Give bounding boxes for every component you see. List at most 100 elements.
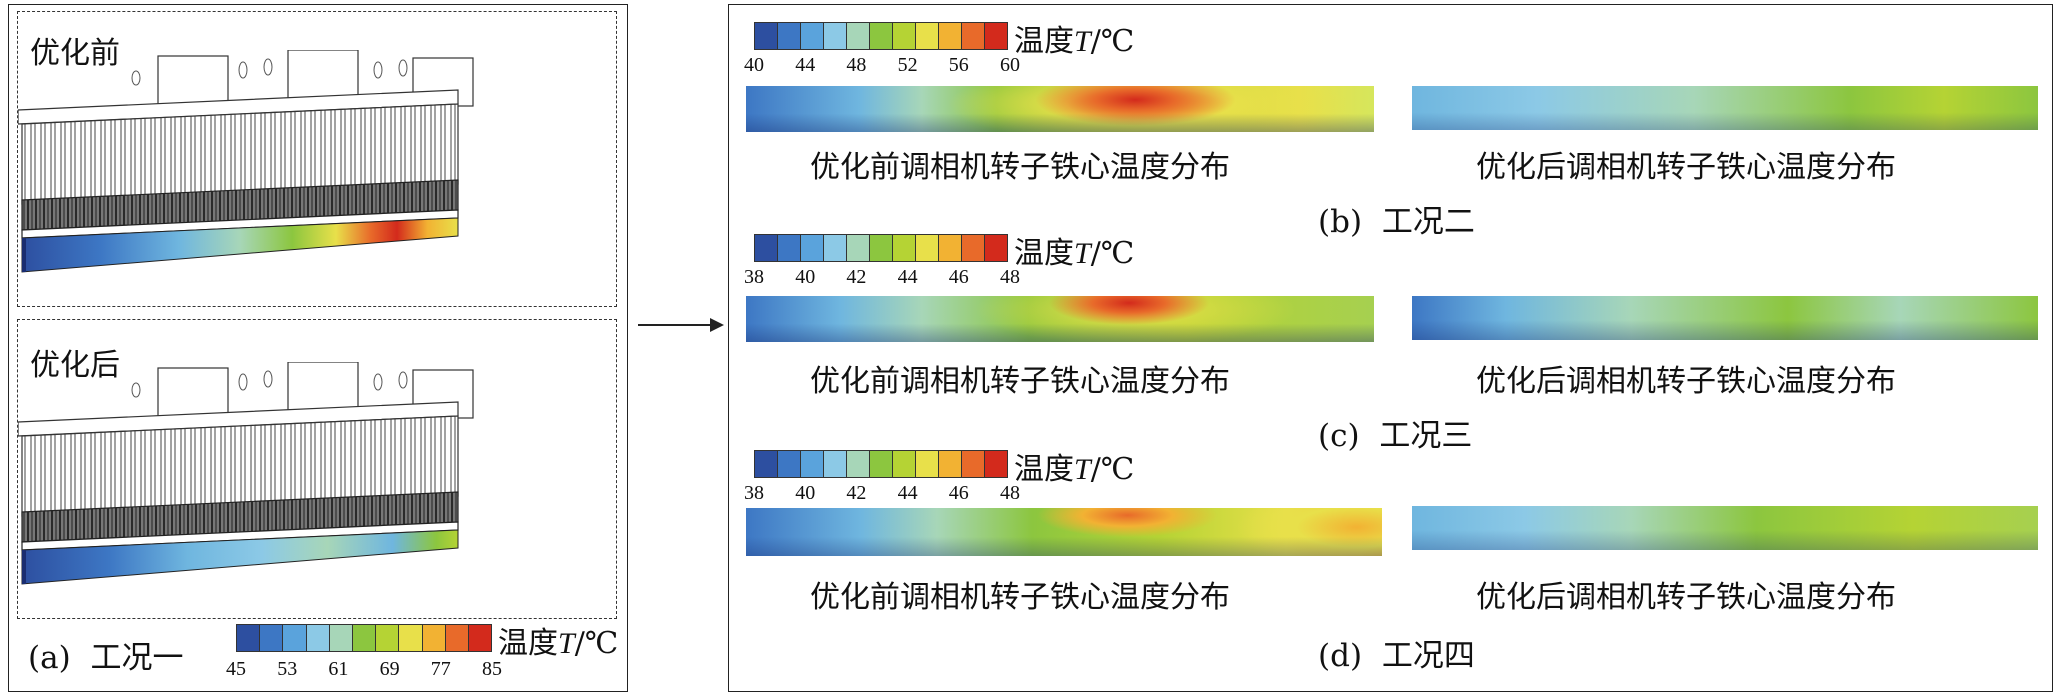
tick-label: 45 xyxy=(226,658,246,680)
tick-label: 44 xyxy=(795,54,816,76)
caption-a-letter: (a) xyxy=(28,640,71,676)
tick-label: 46 xyxy=(948,266,969,288)
legend-title-a-var: T xyxy=(558,627,575,660)
legend-title-d-unit: /℃ xyxy=(1090,452,1135,487)
tick-label: 40 xyxy=(744,54,764,76)
colorbar-b xyxy=(754,22,1008,50)
legend-title-b: 温度T/℃ xyxy=(1014,16,1134,60)
label-b-before: 优化前调相机转子铁心温度分布 xyxy=(810,150,1230,185)
legend-title-b-prefix: 温度 xyxy=(1014,24,1074,59)
caption-d-letter: (d) xyxy=(1318,638,1363,674)
caption-c-text: 工况三 xyxy=(1379,418,1473,454)
legend-title-c: 温度T/℃ xyxy=(1014,228,1134,272)
colorbar-swatch xyxy=(916,451,939,477)
colorbar-swatch xyxy=(283,625,307,651)
caption-c-letter: (c) xyxy=(1318,418,1360,454)
colorbar-swatch xyxy=(801,23,824,49)
legend-title-b-unit: /℃ xyxy=(1090,24,1135,59)
colorbar-swatch xyxy=(306,625,330,651)
colorbar-swatch xyxy=(260,625,284,651)
colorbar-swatch xyxy=(329,625,353,651)
tick-label: 69 xyxy=(379,658,400,680)
after-label: 优化后 xyxy=(30,348,120,383)
colorbar-swatch xyxy=(755,451,778,477)
colorbar-swatch xyxy=(962,451,985,477)
colorbar-swatch xyxy=(824,451,847,477)
legend-title-c-unit: /℃ xyxy=(1090,236,1135,271)
legend-title-c-prefix: 温度 xyxy=(1014,236,1074,271)
tick-label: 56 xyxy=(948,54,969,76)
colorbar-swatch xyxy=(916,23,939,49)
colorbar-swatch xyxy=(985,451,1007,477)
colorbar-c xyxy=(754,234,1008,262)
colorbar-swatch xyxy=(801,235,824,261)
tick-label: 44 xyxy=(897,266,918,288)
colorbar-swatch xyxy=(893,235,916,261)
colorbar-swatch xyxy=(801,451,824,477)
rotor-model-before xyxy=(18,50,474,273)
colorbar-a xyxy=(236,624,492,652)
colorbar-swatch xyxy=(847,451,870,477)
tick-label: 61 xyxy=(328,658,349,680)
tick-label: 77 xyxy=(430,658,451,680)
label-c-after: 优化后调相机转子铁心温度分布 xyxy=(1476,364,1896,399)
colorbar-swatch xyxy=(916,235,939,261)
heatmap-b-after xyxy=(1412,86,2038,130)
colorbar-swatch xyxy=(962,235,985,261)
colorbar-swatch xyxy=(778,235,801,261)
caption-c: (c) 工况三 xyxy=(1318,410,1472,455)
heatmap-b-before xyxy=(746,86,1374,132)
tick-label: 40 xyxy=(795,482,816,504)
label-c-before: 优化前调相机转子铁心温度分布 xyxy=(810,364,1230,399)
colorbar-swatch xyxy=(376,625,400,651)
legend-title-a-prefix: 温度 xyxy=(498,626,558,661)
tick-label: 42 xyxy=(846,482,867,504)
colorbar-swatch xyxy=(847,235,870,261)
heatmap-d-before xyxy=(746,508,1382,556)
legend-title-b-var: T xyxy=(1074,25,1091,58)
colorbar-swatch xyxy=(985,23,1007,49)
tick-label: 60 xyxy=(1000,54,1020,76)
tick-label: 38 xyxy=(744,482,764,504)
colorbar-swatch xyxy=(468,625,492,651)
colorbar-swatch xyxy=(939,235,962,261)
legend-title-d-var: T xyxy=(1074,453,1091,486)
panel-right xyxy=(728,4,2053,692)
colorbar-swatch xyxy=(422,625,446,651)
label-d-before: 优化前调相机转子铁心温度分布 xyxy=(810,580,1230,615)
colorbar-swatch xyxy=(847,23,870,49)
heatmap-d-after xyxy=(1412,506,2038,550)
colorbar-swatch xyxy=(399,625,423,651)
colorbar-swatch xyxy=(755,23,778,49)
colorbar-swatch xyxy=(824,23,847,49)
colorbar-swatch xyxy=(893,451,916,477)
tick-label: 40 xyxy=(795,266,816,288)
colorbar-swatch xyxy=(939,23,962,49)
colorbar-swatch xyxy=(778,23,801,49)
caption-b-letter: (b) xyxy=(1318,204,1363,240)
label-b-after: 优化后调相机转子铁心温度分布 xyxy=(1476,150,1896,185)
colorbar-swatch xyxy=(778,451,801,477)
caption-d: (d) 工况四 xyxy=(1318,630,1475,675)
after-box xyxy=(17,319,617,619)
before-label: 优化前 xyxy=(30,36,120,71)
colorbar-swatch xyxy=(939,451,962,477)
legend-title-c-var: T xyxy=(1074,237,1091,270)
tick-label: 48 xyxy=(1000,482,1020,504)
caption-b: (b) 工况二 xyxy=(1318,196,1475,241)
tick-label: 42 xyxy=(846,266,867,288)
tick-label: 48 xyxy=(846,54,867,76)
colorbar-swatch xyxy=(237,625,261,651)
legend-title-a: 温度T/℃ xyxy=(498,618,618,662)
tick-label: 44 xyxy=(897,482,918,504)
panel-a xyxy=(8,4,628,692)
caption-a: (a) 工况一 xyxy=(28,632,184,677)
caption-b-text: 工况二 xyxy=(1381,204,1475,240)
colorbar-swatch xyxy=(870,451,893,477)
rotor-model-after xyxy=(18,362,474,585)
colorbar-swatch xyxy=(870,23,893,49)
colorbar-swatch xyxy=(870,235,893,261)
colorbar-swatch xyxy=(445,625,469,651)
colorbar-swatch xyxy=(985,235,1007,261)
tick-label: 38 xyxy=(744,266,764,288)
